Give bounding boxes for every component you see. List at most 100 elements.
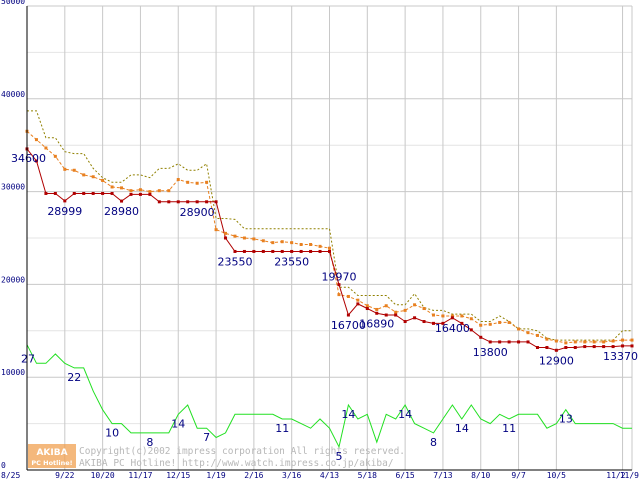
marker-min [82,191,86,195]
price-label: 28999 [47,205,82,218]
marker-average [602,340,606,344]
marker-min [148,192,152,196]
marker-min [44,191,48,195]
marker-min [450,316,454,320]
y-tick-label: 50000 [1,0,25,6]
marker-average [526,331,530,335]
marker-min [526,340,530,344]
marker-average [394,310,398,314]
marker-min [460,321,464,325]
marker-average [167,189,171,193]
marker-average [375,307,379,311]
marker-min [479,335,483,339]
marker-min [34,159,38,163]
copyright-line-1: Copyright(c)2002 impress corporation All… [79,446,405,457]
x-tick-label: 10/20 [91,471,115,480]
grid [26,5,633,471]
marker-average [621,338,625,342]
marker-average [242,236,246,240]
marker-min [271,249,275,253]
marker-average [120,186,124,190]
marker-min [176,200,180,204]
marker-average [488,322,492,326]
y-tick-label: 10000 [1,368,25,377]
marker-average [450,314,454,318]
marker-min [299,249,303,253]
marker-min [384,313,388,317]
marker-min [91,191,95,195]
shop-count-labels: 27 22 10 8 14 7 11 5 14 14 8 14 11 13 [21,353,573,463]
marker-average [422,307,426,311]
x-tick-label: 4/13 [320,471,339,480]
marker-min [469,328,473,332]
shop-count-label: 10 [105,427,119,440]
marker-average [63,167,67,171]
marker-average [214,228,218,232]
marker-average [460,314,464,318]
price-label: 13800 [473,346,508,359]
marker-min [205,200,209,204]
marker-min [583,345,587,349]
x-tick-label: 8/10 [471,471,490,480]
marker-min [290,249,294,253]
marker-average [290,241,294,245]
marker-average [611,339,615,343]
marker-min [53,191,57,195]
price-label: 16700 [331,319,366,332]
marker-average [205,180,209,184]
marker-min [72,191,76,195]
marker-average [252,237,256,241]
marker-min [309,249,313,253]
marker-average [328,246,331,250]
logo-top: AKIBA [36,448,67,458]
marker-average [431,313,435,317]
marker-min [630,344,634,348]
marker-min [413,316,417,320]
x-tick-label: 8/25 [1,471,20,480]
marker-min [167,200,171,204]
marker-min [621,344,625,348]
price-label: 23550 [217,255,252,268]
marker-average [356,298,360,302]
marker-min [224,236,228,240]
y-axis-tick-labels: 0 10000 20000 30000 40000 50000 [1,0,25,470]
logo-bottom: PC Hotline! [31,459,72,467]
x-tick-label: 11/2 [606,471,625,480]
x-tick-label: 9/7 [511,471,526,480]
series-line-shops [26,344,632,449]
marker-average [564,341,568,345]
x-tick-label: 5/18 [358,471,377,480]
marker-min [101,191,105,195]
x-tick-label: 6/15 [395,471,414,480]
marker-average [271,241,275,245]
marker-average [280,240,284,244]
shop-count-label: 8 [146,436,153,449]
marker-min [261,249,265,253]
marker-average [53,154,57,158]
price-data-labels: 34600 28999 28980 28900 23550 23550 19970 16700… [11,152,638,367]
marker-min [110,191,114,195]
marker-min [422,320,426,324]
marker-min [63,199,67,203]
marker-average [413,303,417,307]
marker-min [328,249,331,253]
marker-average [44,146,48,150]
shop-count-label: 14 [341,408,355,421]
marker-average [545,337,549,341]
marker-min [554,348,558,352]
marker-average [318,244,322,248]
marker-average [469,317,473,321]
marker-average [91,175,95,179]
y-tick-label: 20000 [1,275,25,284]
marker-min [441,321,445,325]
shop-count-label: 27 [21,353,35,366]
marker-average [299,242,303,246]
marker-min [280,249,284,253]
shop-count-label: 14 [171,417,185,430]
marker-average [186,180,190,184]
marker-min [431,321,435,325]
marker-min [186,200,190,204]
y-tick-label: 30000 [1,183,25,192]
shop-count-label: 11 [502,422,516,435]
x-tick-label: 9/22 [55,471,74,480]
